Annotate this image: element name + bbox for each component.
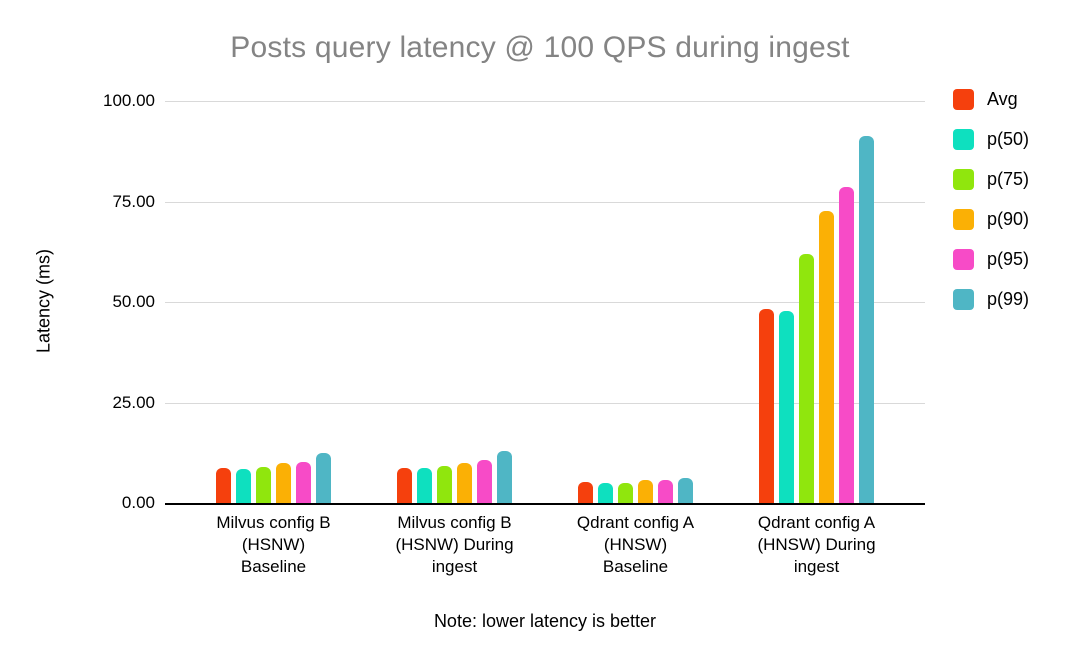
bar-group-2	[364, 101, 545, 503]
bar-p99	[859, 135, 874, 503]
y-tick-label: 100.00	[103, 91, 155, 110]
legend-item-p99: p(99)	[953, 289, 1029, 310]
legend-item-avg: Avg	[953, 89, 1029, 110]
gridline	[165, 201, 925, 203]
bar-p75	[799, 253, 814, 503]
legend: Avg p(50) p(75) p(90) p(95) p(99)	[953, 89, 1029, 329]
bar-group-1	[183, 101, 364, 503]
gridline	[165, 302, 925, 303]
legend-swatch-icon	[953, 129, 974, 150]
bar-p90	[638, 479, 653, 503]
bar-p75	[437, 465, 452, 503]
bar-p99	[497, 450, 512, 503]
bar-p90	[276, 463, 291, 503]
x-axis-label-3: Qdrant config A (HNSW) Baseline	[576, 513, 695, 576]
bar-avg	[759, 309, 774, 503]
bar-p99	[678, 477, 693, 503]
bar-group-3	[545, 101, 726, 503]
bar-p50	[598, 482, 613, 503]
legend-label: p(90)	[987, 209, 1030, 229]
bar-p95	[477, 459, 492, 503]
legend-label: p(50)	[987, 129, 1030, 149]
legend-swatch-icon	[953, 169, 974, 190]
plot-area	[165, 101, 925, 505]
bar-groups	[165, 101, 925, 503]
x-axis-label-1: Milvus config B (HSNW) Baseline	[216, 513, 331, 576]
legend-item-p50: p(50)	[953, 129, 1029, 150]
x-axis-labels: Milvus config B (HSNW) Baseline Milvus co…	[165, 512, 925, 578]
x-axis-label-2: Milvus config B (HSNW) During ingest	[395, 513, 514, 576]
gridline	[165, 402, 925, 404]
bar-p90	[819, 210, 834, 503]
y-tick-label: 0.00	[121, 493, 155, 512]
bar-p99	[316, 452, 331, 503]
bar-avg	[216, 468, 231, 503]
y-tick-label: 25.00	[112, 392, 155, 412]
legend-item-p75: p(75)	[953, 169, 1029, 190]
legend-swatch-icon	[953, 289, 974, 310]
legend-item-p90: p(90)	[953, 209, 1029, 230]
gridline	[165, 101, 925, 102]
bar-p95	[839, 187, 854, 503]
bar-p90	[457, 463, 472, 503]
legend-item-p95: p(95)	[953, 249, 1029, 270]
bar-p75	[256, 466, 271, 503]
bar-p75	[618, 482, 633, 503]
legend-label: Avg	[987, 89, 1018, 109]
bar-group-4	[726, 101, 907, 503]
legend-label: p(99)	[987, 289, 1030, 309]
bar-p50	[779, 311, 794, 503]
legend-label: p(75)	[987, 169, 1030, 189]
bar-p50	[236, 469, 251, 503]
y-tick-label: 75.00	[112, 191, 155, 211]
bar-p95	[296, 461, 311, 503]
x-axis-label-4: Qdrant config A (HNSW) During ingest	[757, 513, 876, 576]
bar-p50	[417, 468, 432, 503]
y-tick-label: 50.00	[112, 292, 155, 311]
y-axis-tick-labels: 100.00 75.00 50.00 25.00 0.00	[0, 91, 155, 512]
legend-label: p(95)	[987, 249, 1030, 269]
chart-note: Note: lower latency is better	[433, 611, 657, 631]
chart-title: Posts query latency @ 100 QPS during ing…	[230, 31, 850, 64]
bar-avg	[578, 482, 593, 503]
bar-p95	[658, 480, 673, 503]
legend-swatch-icon	[953, 249, 974, 270]
bar-avg	[397, 468, 412, 503]
legend-swatch-icon	[953, 89, 974, 110]
legend-swatch-icon	[953, 209, 974, 230]
